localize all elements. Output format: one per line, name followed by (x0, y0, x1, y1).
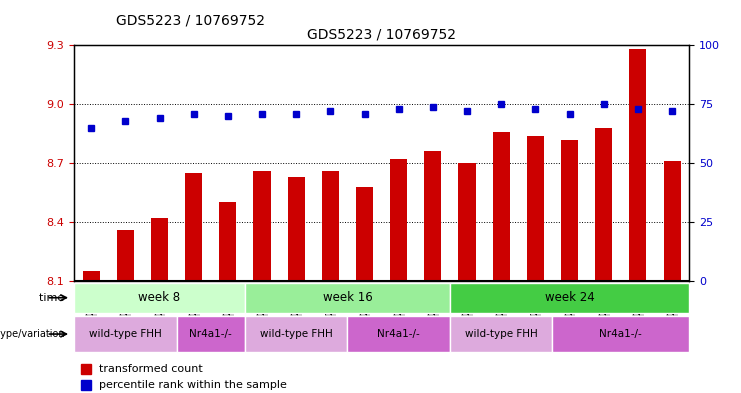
Bar (151, 218, 168, 281)
Text: wild-type FHH: wild-type FHH (465, 329, 537, 339)
FancyBboxPatch shape (450, 316, 553, 352)
Bar (219, 202, 236, 281)
Bar (425, 151, 442, 281)
Bar (527, 136, 544, 281)
Bar (117, 230, 134, 281)
Bar (459, 163, 476, 281)
Text: Nr4a1-/-: Nr4a1-/- (377, 329, 420, 339)
Text: wild-type FHH: wild-type FHH (89, 329, 162, 339)
Bar (356, 187, 373, 281)
Text: GDS5223 / 10769752: GDS5223 / 10769752 (116, 13, 265, 28)
Text: Nr4a1-/-: Nr4a1-/- (599, 329, 642, 339)
Text: percentile rank within the sample: percentile rank within the sample (99, 380, 287, 390)
FancyBboxPatch shape (74, 283, 245, 313)
Text: Nr4a1-/-: Nr4a1-/- (190, 329, 232, 339)
Text: week 24: week 24 (545, 291, 594, 304)
Text: transformed count: transformed count (99, 364, 202, 375)
Text: genotype/variation: genotype/variation (0, 329, 68, 339)
Text: time: time (39, 293, 68, 303)
Title: GDS5223 / 10769752: GDS5223 / 10769752 (307, 27, 456, 41)
FancyBboxPatch shape (245, 283, 450, 313)
Bar (288, 177, 305, 281)
FancyBboxPatch shape (74, 316, 176, 352)
Text: week 16: week 16 (322, 291, 372, 304)
FancyBboxPatch shape (245, 316, 348, 352)
Bar (629, 49, 646, 281)
FancyBboxPatch shape (348, 316, 450, 352)
FancyBboxPatch shape (553, 316, 689, 352)
Text: wild-type FHH: wild-type FHH (260, 329, 333, 339)
Bar (185, 173, 202, 281)
FancyBboxPatch shape (450, 283, 689, 313)
Bar (391, 159, 408, 281)
Bar (561, 140, 578, 281)
Bar (663, 161, 680, 281)
Bar (595, 128, 612, 281)
Bar (493, 132, 510, 281)
FancyBboxPatch shape (176, 316, 245, 352)
Text: week 8: week 8 (139, 291, 181, 304)
Bar (322, 171, 339, 281)
Bar (253, 171, 270, 281)
Bar (83, 271, 100, 281)
